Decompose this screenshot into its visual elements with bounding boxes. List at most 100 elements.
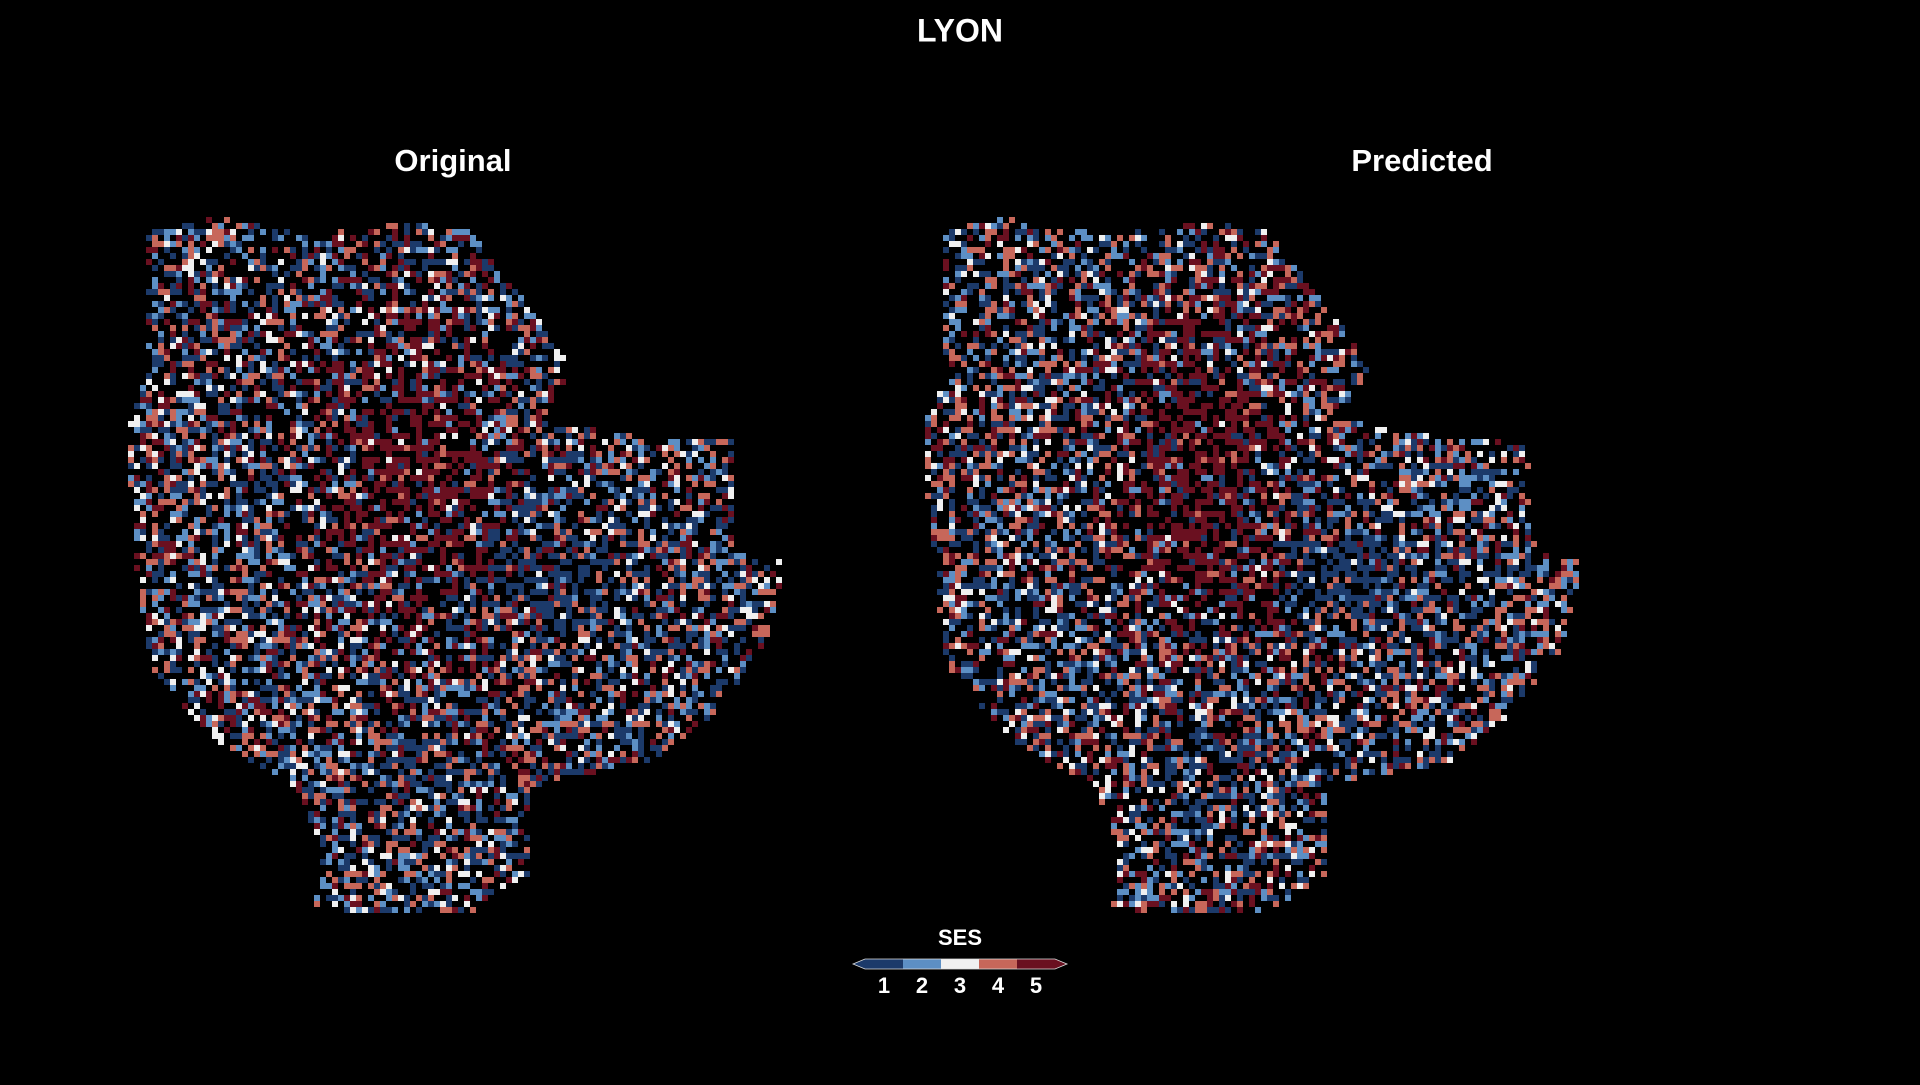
map-cell: [320, 769, 326, 775]
map-cell: [428, 697, 434, 703]
map-cell: [386, 319, 392, 325]
map-cell: [524, 703, 530, 709]
map-cell: [392, 745, 398, 751]
map-cell: [668, 529, 674, 535]
map-cell: [464, 847, 470, 853]
map-cell: [452, 247, 458, 253]
map-cell: [170, 421, 176, 427]
map-cell: [278, 745, 284, 751]
map-cell: [356, 439, 362, 445]
map-cell: [710, 583, 716, 589]
map-cell: [536, 445, 542, 451]
map-cell: [506, 619, 512, 625]
map-cell: [452, 319, 458, 325]
map-cell: [506, 445, 512, 451]
map-cell: [152, 289, 158, 295]
map-cell: [446, 541, 452, 547]
map-cell: [620, 553, 626, 559]
map-cell: [632, 751, 638, 757]
map-cell: [332, 733, 338, 739]
map-cell: [152, 367, 158, 373]
map-cell: [446, 475, 452, 481]
map-cell: [416, 745, 422, 751]
map-cell: [434, 781, 440, 787]
map-cell: [428, 505, 434, 511]
map-cell: [500, 673, 506, 679]
map-cell: [422, 865, 428, 871]
map-cell: [266, 517, 272, 523]
map-cell: [518, 655, 524, 661]
map-cell: [716, 637, 722, 643]
map-cell: [620, 463, 626, 469]
map-cell: [458, 541, 464, 547]
map-cell: [236, 379, 242, 385]
map-cell: [458, 313, 464, 319]
map-cell: [194, 271, 200, 277]
map-cell: [722, 589, 728, 595]
map-cell: [302, 343, 308, 349]
map-cell: [416, 481, 422, 487]
map-cell: [158, 439, 164, 445]
map-cell: [128, 457, 134, 463]
map-cell: [680, 559, 686, 565]
map-cell: [734, 619, 740, 625]
map-cell: [464, 655, 470, 661]
map-cell: [476, 259, 482, 265]
map-cell: [362, 271, 368, 277]
map-cell: [290, 427, 296, 433]
map-cell: [338, 583, 344, 589]
map-cell: [368, 739, 374, 745]
map-cell: [494, 511, 500, 517]
map-cell: [308, 505, 314, 511]
map-cell: [374, 703, 380, 709]
map-cell: [488, 847, 494, 853]
map-cell: [410, 775, 416, 781]
map-cell: [194, 685, 200, 691]
map-cell: [596, 679, 602, 685]
map-cell: [350, 775, 356, 781]
map-cell: [428, 319, 434, 325]
map-cell: [578, 733, 584, 739]
map-cell: [356, 871, 362, 877]
map-cell: [554, 439, 560, 445]
map-cell: [668, 685, 674, 691]
map-cell: [488, 421, 494, 427]
map-cell: [482, 547, 488, 553]
map-cell: [392, 589, 398, 595]
map-cell: [290, 649, 296, 655]
map-cell: [146, 235, 152, 241]
map-cell: [572, 649, 578, 655]
map-cell: [374, 373, 380, 379]
map-cell: [254, 301, 260, 307]
map-cell: [458, 241, 464, 247]
map-cell: [218, 739, 224, 745]
map-cell: [704, 637, 710, 643]
map-cell: [602, 619, 608, 625]
map-cell: [440, 871, 446, 877]
map-cell: [398, 481, 404, 487]
map-cell: [614, 493, 620, 499]
map-cell: [524, 511, 530, 517]
map-cell: [656, 649, 662, 655]
map-cell: [686, 487, 692, 493]
map-cell: [482, 661, 488, 667]
map-cell: [434, 661, 440, 667]
map-cell: [188, 565, 194, 571]
map-cell: [278, 379, 284, 385]
map-cell: [344, 499, 350, 505]
map-cell: [350, 889, 356, 895]
map-cell: [536, 619, 542, 625]
map-cell: [320, 673, 326, 679]
map-cell: [608, 553, 614, 559]
map-cell: [284, 271, 290, 277]
map-cell: [770, 589, 776, 595]
map-cell: [542, 505, 548, 511]
map-cell: [326, 415, 332, 421]
map-cell: [746, 655, 752, 661]
map-cell: [476, 859, 482, 865]
map-cell: [338, 751, 344, 757]
map-cell: [170, 397, 176, 403]
map-cell: [398, 463, 404, 469]
map-cell: [608, 703, 614, 709]
map-cell: [332, 547, 338, 553]
